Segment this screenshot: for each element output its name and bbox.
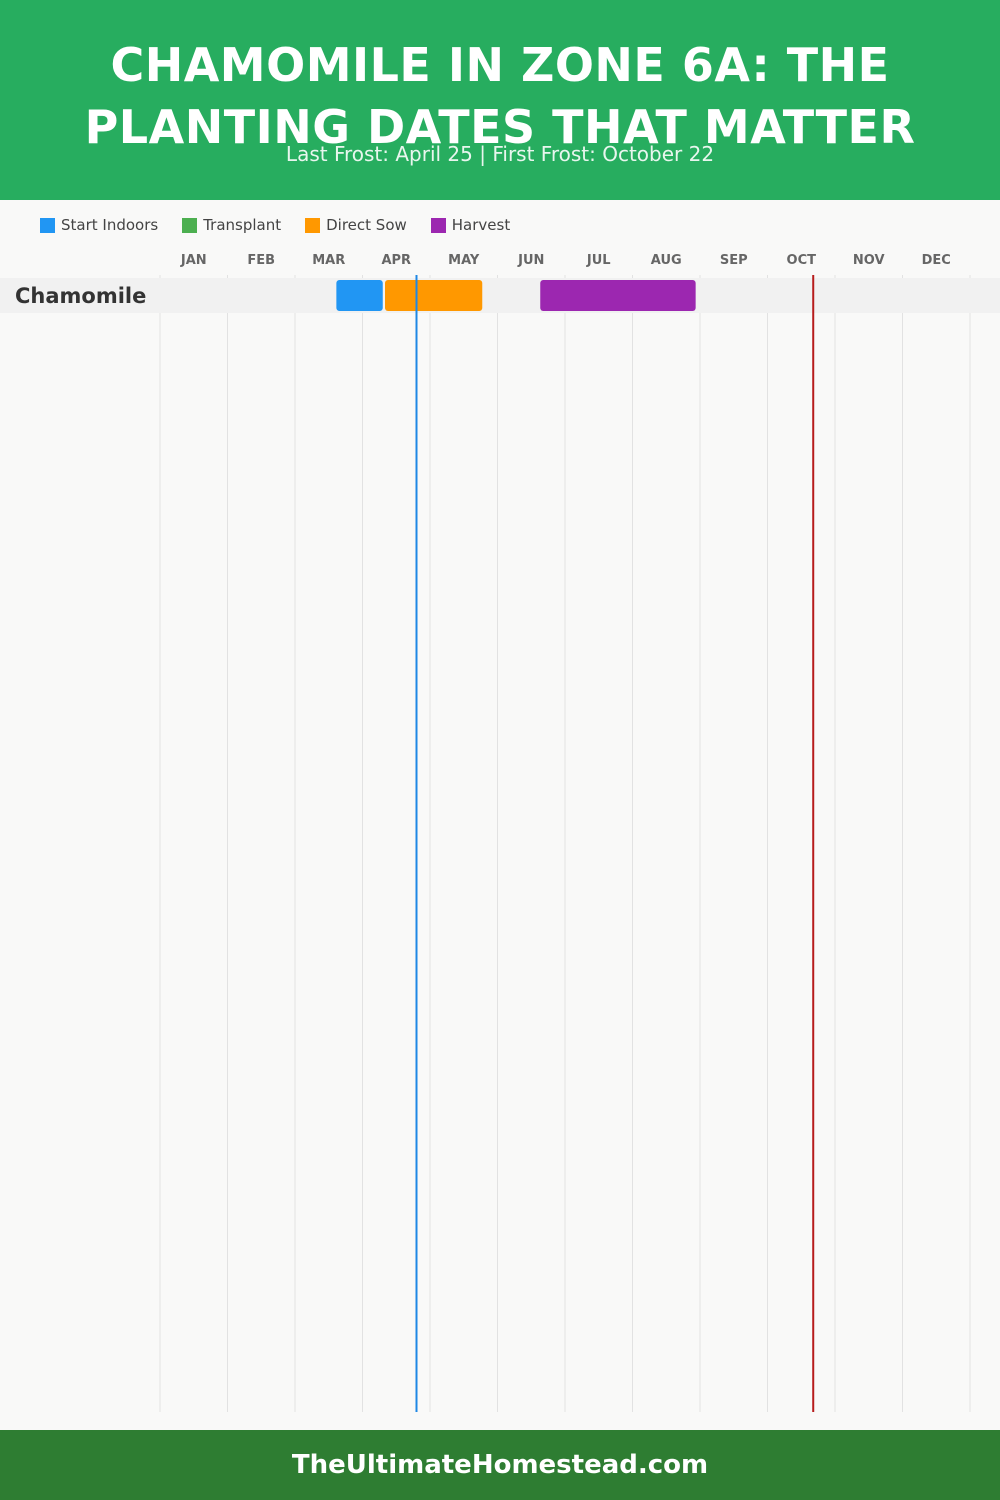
month-label: NOV xyxy=(853,253,885,268)
legend: Start Indoors Transplant Direct Sow Harv… xyxy=(40,214,534,236)
month-label: JUL xyxy=(586,253,611,268)
activity-bar xyxy=(336,280,383,311)
month-label: MAR xyxy=(312,253,345,268)
legend-item-start-indoors: Start Indoors xyxy=(40,216,158,234)
month-label: JUN xyxy=(517,253,544,268)
header-banner: CHAMOMILE IN ZONE 6A: THE PLANTING DATES… xyxy=(0,0,1000,200)
month-label: JAN xyxy=(180,253,207,268)
month-label: AUG xyxy=(651,253,682,268)
month-label: DEC xyxy=(922,253,951,268)
activity-bar xyxy=(540,280,696,311)
frost-dates-subtitle: Last Frost: April 25 | First Frost: Octo… xyxy=(285,142,715,166)
activity-bar xyxy=(385,280,483,311)
legend-swatch-transplant xyxy=(182,217,198,233)
footer-banner: TheUltimateHomestead.com xyxy=(0,1430,1000,1500)
planting-calendar-chart: JAN FEB MAR APR MAY JUN JUL AUG SEP OCT NOV DEC Cham… xyxy=(0,253,1000,1412)
month-label: APR xyxy=(381,253,411,268)
page-title: CHAMOMILE IN ZONE 6A: THE PLANTING DATES… xyxy=(84,38,916,154)
month-label: FEB xyxy=(247,253,275,268)
crop-row xyxy=(0,278,1000,313)
legend-label: Transplant xyxy=(203,216,282,234)
legend-swatch-direct-sow xyxy=(305,217,321,233)
footer-site-link[interactable]: TheUltimateHomestead.com xyxy=(291,1450,709,1480)
month-label: OCT xyxy=(787,253,817,268)
month-label: SEP xyxy=(720,253,748,268)
legend-item-harvest: Harvest xyxy=(430,216,511,234)
legend-swatch-harvest xyxy=(430,217,446,233)
month-label: MAY xyxy=(448,253,480,268)
legend-label: Harvest xyxy=(451,216,511,234)
legend-item-transplant: Transplant xyxy=(182,216,281,234)
legend-item-direct-sow: Direct Sow xyxy=(305,216,407,234)
legend-label: Start Indoors xyxy=(61,216,159,234)
legend-label: Direct Sow xyxy=(326,216,407,234)
legend-swatch-start-indoors xyxy=(40,217,55,233)
crop-label: Chamomile xyxy=(15,284,146,308)
